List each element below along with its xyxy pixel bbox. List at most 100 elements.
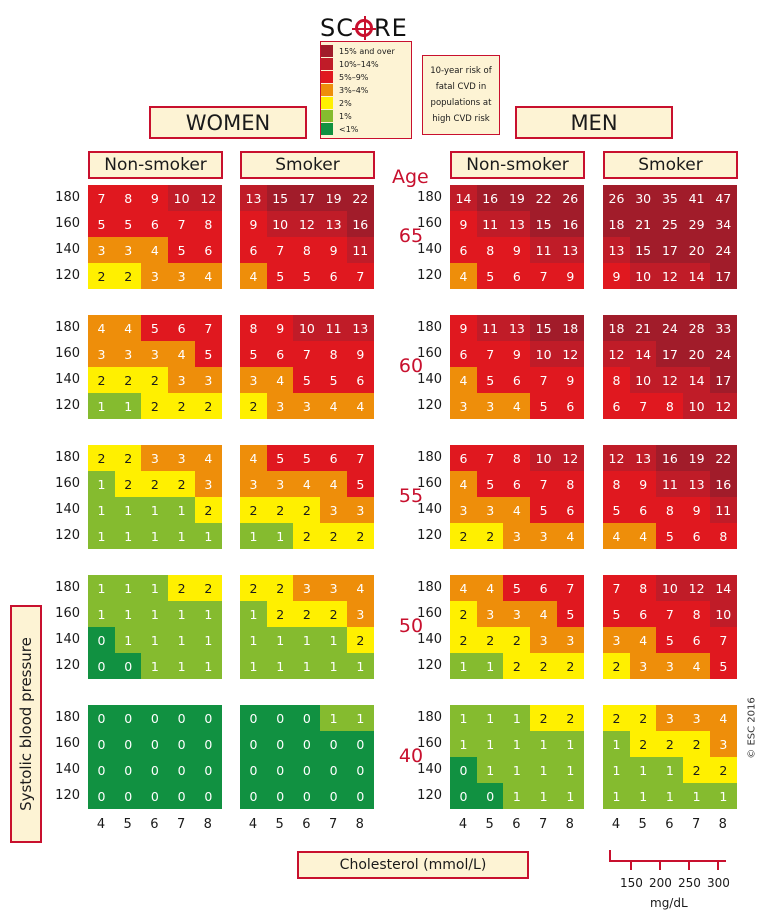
risk-cell: 1 — [556, 757, 584, 783]
risk-cell: 2 — [629, 731, 657, 757]
risk-cell: 1 — [114, 393, 142, 419]
risk-cell: 2 — [168, 393, 196, 419]
risk-cell: 0 — [168, 731, 196, 757]
risk-cell: 2 — [603, 705, 630, 731]
risk-cell: 6 — [683, 523, 711, 549]
risk-cell: 4 — [450, 367, 477, 393]
risk-cell: 13 — [320, 211, 348, 237]
risk-cell: 9 — [603, 263, 630, 289]
risk-cell: 0 — [114, 731, 142, 757]
risk-cell: 1 — [194, 601, 222, 627]
risk-cell: 0 — [266, 705, 294, 731]
risk-cell: 22 — [709, 445, 737, 471]
risk-cell: 7 — [293, 341, 321, 367]
risk-cell: 1 — [476, 757, 504, 783]
x-axis-title: Cholesterol (mmol/L) — [297, 851, 529, 879]
risk-cell: 3 — [240, 367, 267, 393]
risk-cell: 3 — [168, 367, 196, 393]
risk-line: high CVD risk — [432, 114, 490, 124]
risk-cell: 1 — [88, 497, 115, 523]
risk-cell: 1 — [168, 523, 196, 549]
risk-cell: 3 — [141, 341, 169, 367]
risk-line: populations at — [430, 98, 492, 108]
sbp-tick-label: 120 — [55, 528, 80, 543]
risk-cell: 22 — [346, 185, 374, 211]
y-axis-title-text: Systolic blood pressure — [17, 637, 35, 811]
risk-cell: 8 — [194, 211, 222, 237]
x-axis-title-text: Cholesterol (mmol/L) — [339, 857, 487, 873]
risk-cell: 34 — [709, 211, 737, 237]
risk-cell: 0 — [240, 783, 267, 809]
risk-line: fatal CVD in — [435, 82, 487, 92]
risk-cell: 5 — [709, 653, 737, 679]
risk-cell: 1 — [320, 653, 348, 679]
risk-cell: 1 — [530, 757, 558, 783]
risk-cell: 7 — [346, 445, 374, 471]
risk-cell: 1 — [240, 523, 267, 549]
risk-cell: 1 — [556, 783, 584, 809]
risk-cell: 1 — [194, 627, 222, 653]
risk-cell: 1 — [556, 731, 584, 757]
risk-cell: 0 — [88, 731, 115, 757]
risk-cell: 3 — [240, 471, 267, 497]
risk-cell: 0 — [194, 731, 222, 757]
risk-cell: 26 — [556, 185, 584, 211]
risk-cell: 17 — [709, 263, 737, 289]
cholesterol-tick-label: 6 — [512, 817, 521, 832]
risk-cell: 1 — [266, 653, 294, 679]
risk-cell: 1 — [530, 783, 558, 809]
legend-label: 10%–14% — [339, 59, 379, 69]
risk-cell: 3 — [266, 393, 294, 419]
risk-cell: 2 — [194, 497, 222, 523]
risk-cell: 15 — [530, 211, 558, 237]
risk-cell: 2 — [114, 263, 142, 289]
risk-cell: 13 — [503, 211, 531, 237]
risk-cell: 11 — [346, 237, 374, 263]
risk-cell: 0 — [240, 757, 267, 783]
risk-cell: 9 — [556, 367, 584, 393]
risk-cell: 0 — [194, 783, 222, 809]
risk-cell: 4 — [114, 315, 142, 341]
men-label: MEN — [570, 110, 618, 135]
cholesterol-tick-label: 4 — [96, 817, 106, 832]
legend-label: 2% — [339, 98, 352, 108]
risk-cell: 5 — [114, 211, 142, 237]
risk-cell: 0 — [114, 757, 142, 783]
risk-cell: 2 — [320, 523, 348, 549]
risk-description: 10-year risk of fatal CVD in populations… — [422, 55, 500, 135]
risk-cell: 17 — [293, 185, 321, 211]
risk-cell: 0 — [240, 705, 267, 731]
risk-cell: 5 — [503, 575, 531, 601]
risk-cell: 1 — [603, 731, 630, 757]
risk-cell: 1 — [450, 731, 477, 757]
risk-cell: 3 — [346, 497, 374, 523]
risk-cell: 0 — [88, 653, 115, 679]
risk-cell: 3 — [629, 653, 657, 679]
men-smoker-header: Smoker — [603, 151, 738, 179]
risk-cell: 4 — [450, 263, 477, 289]
risk-cell: 3 — [503, 523, 531, 549]
risk-cell: 4 — [293, 471, 321, 497]
sbp-tick-label: 180 — [55, 450, 80, 465]
risk-cell: 2 — [629, 705, 657, 731]
risk-cell: 1 — [683, 783, 711, 809]
legend-swatch — [321, 45, 333, 57]
risk-cell: 0 — [320, 783, 348, 809]
risk-cell: 7 — [476, 341, 504, 367]
age-axis-label: Age — [392, 166, 429, 188]
risk-cell: 5 — [603, 497, 630, 523]
risk-cell: 1 — [194, 653, 222, 679]
risk-cell: 33 — [709, 315, 737, 341]
risk-cell: 0 — [266, 757, 294, 783]
legend-label: 15% and over — [339, 46, 395, 56]
risk-cell: 1 — [476, 653, 504, 679]
risk-cell: 2 — [683, 731, 711, 757]
risk-cell: 2 — [240, 393, 267, 419]
risk-cell: 28 — [683, 315, 711, 341]
risk-cell: 5 — [556, 601, 584, 627]
risk-cell: 16 — [556, 211, 584, 237]
risk-cell: 13 — [683, 471, 711, 497]
risk-cell: 2 — [503, 653, 531, 679]
risk-cell: 10 — [629, 367, 657, 393]
risk-cell: 5 — [656, 523, 684, 549]
